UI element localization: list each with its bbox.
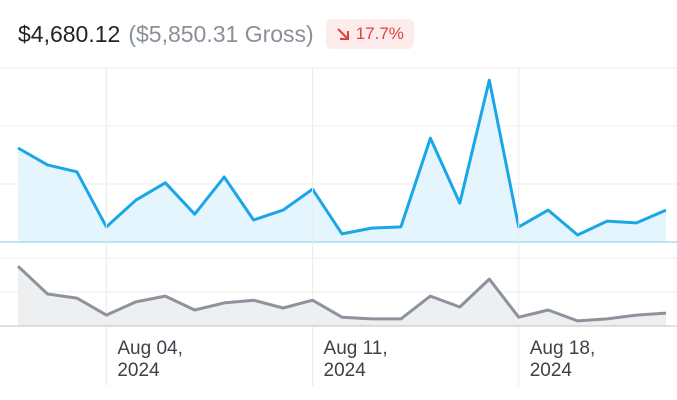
change-value: 17.7% bbox=[355, 24, 404, 43]
line bbox=[16, 265, 667, 323]
x-tick-label: Aug 04, 2024 bbox=[117, 338, 183, 381]
x-tick-label: Aug 11, 2024 bbox=[323, 338, 388, 381]
header: $4,680.12 ($5,850.31 Gross) 17.7% bbox=[18, 14, 414, 54]
net-amount: $4,680.12 bbox=[18, 20, 121, 47]
area-fill bbox=[18, 266, 666, 326]
down-arrow-icon bbox=[336, 28, 349, 40]
line bbox=[17, 78, 667, 237]
area-fill bbox=[18, 80, 666, 242]
gross-amount: ($5,850.31 Gross) bbox=[128, 20, 314, 47]
x-tick-label: Aug 18, 2024 bbox=[529, 338, 596, 381]
change-badge: 17.7% bbox=[325, 19, 414, 49]
